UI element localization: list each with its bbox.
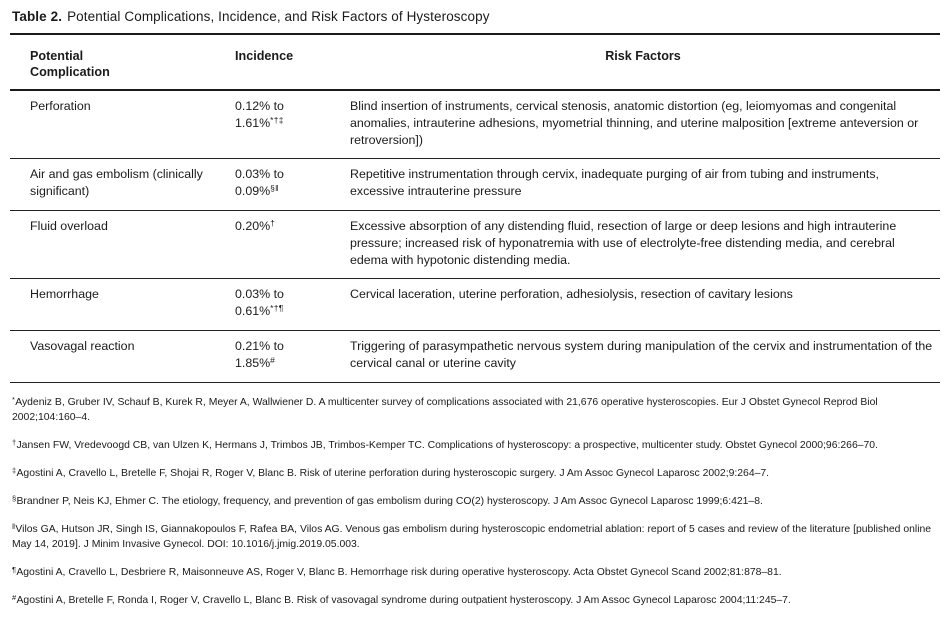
incidence-line: 0.03% to: [235, 167, 284, 181]
footnote: ‖Vilos GA, Hutson JR, Singh IS, Giannako…: [12, 521, 932, 551]
incidence-line: 0.21% to: [235, 339, 284, 353]
complication-cell: Perforation: [30, 99, 91, 113]
incidence-cell: 0.21% to 1.85%#: [235, 338, 350, 373]
complication-cell: Vasovagal reaction: [30, 339, 135, 353]
table-2-page: Table 2. Potential Complications, Inciden…: [10, 4, 940, 608]
footnote: #Agostini A, Bretelle F, Ronda I, Roger …: [12, 592, 791, 607]
complications-table: Potential Complication Incidence Risk Fa…: [10, 35, 940, 383]
table-row: Fluid overload 0.20%† Excessive absorption…: [10, 211, 940, 279]
risk-factors-cell: Cervical laceration, uterine perforation…: [350, 287, 793, 301]
footnote-marker: *: [12, 394, 16, 404]
footnote: §Brandner P, Neis KJ, Ehmer C. The etiol…: [12, 493, 763, 508]
footnote-marker: §: [12, 493, 17, 503]
risk-factors-cell: Repetitive instrumentation through cervi…: [350, 167, 879, 198]
complication-cell: Fluid overload: [30, 219, 108, 233]
incidence-cell: 0.03% to 0.09%§‖: [235, 166, 350, 201]
table-row: Hemorrhage 0.03% to 0.61%*†¶ Cervical lacer…: [10, 279, 940, 331]
footnote: *Aydeniz B, Gruber IV, Schauf B, Kurek R…: [12, 394, 878, 424]
incidence-footnote-marker: §‖: [270, 182, 279, 193]
risk-factors-cell: Triggering of parasympathetic nervous sy…: [350, 339, 933, 370]
incidence-line: 0.12% to: [235, 99, 284, 113]
incidence-line: 0.09%§‖: [235, 182, 279, 199]
incidence-footnote-marker: *†‡: [270, 114, 284, 125]
table-body: Perforation 0.12% to 1.61%*†‡ Blind inserti…: [10, 91, 940, 383]
footnote-marker: ¶: [12, 564, 17, 574]
incidence-cell: 0.03% to 0.61%*†¶: [235, 286, 350, 321]
footnote-marker: †: [12, 437, 17, 447]
table-row: Air and gas embolism (clinically signifi…: [10, 159, 940, 211]
complication-cell: Air and gas embolism (clinically signifi…: [30, 167, 203, 198]
incidence-cell: 0.20%†: [235, 218, 350, 236]
incidence-cell: 0.12% to 1.61%*†‡: [235, 98, 350, 133]
footnote: †Jansen FW, Vredevoogd CB, van Ulzen K, …: [12, 437, 878, 452]
footnote: ¶Agostini A, Cravello L, Desbriere R, Ma…: [12, 564, 782, 579]
risk-factors-cell: Blind insertion of instruments, cervical…: [350, 99, 919, 147]
table-row: Perforation 0.12% to 1.61%*†‡ Blind inserti…: [10, 91, 940, 159]
footnote-marker: ‡: [12, 465, 17, 475]
incidence-footnote-marker: *†¶: [270, 302, 284, 313]
incidence-line: 1.61%*†‡: [235, 114, 284, 131]
column-header-incidence: Incidence: [235, 49, 294, 63]
footnote-marker: ‖: [12, 521, 16, 531]
column-header-risk-factors: Risk Factors: [605, 49, 681, 63]
table-header-row: Potential Complication Incidence Risk Fa…: [10, 35, 940, 91]
incidence-footnote-marker: #: [270, 354, 276, 365]
footnote: ‡Agostini A, Cravello L, Bretelle F, Sho…: [12, 465, 770, 480]
incidence-line: 0.03% to: [235, 287, 284, 301]
incidence-line: 0.20%†: [235, 217, 276, 234]
table-row: Vasovagal reaction 0.21% to 1.85%# Triggeri…: [10, 331, 940, 383]
risk-factors-cell: Excessive absorption of any distending f…: [350, 219, 897, 267]
incidence-line: 1.85%#: [235, 354, 276, 371]
incidence-footnote-marker: †: [270, 217, 276, 228]
table-number-label: Table 2.: [12, 9, 63, 24]
column-header-potential-complication: Potential Complication: [30, 49, 110, 79]
complication-cell: Hemorrhage: [30, 287, 99, 301]
table-title-text: Potential Complications, Incidence, and …: [67, 9, 490, 24]
footnotes-section: *Aydeniz B, Gruber IV, Schauf B, Kurek R…: [10, 395, 940, 608]
table-title: Table 2. Potential Complications, Inciden…: [10, 4, 940, 35]
incidence-line: 0.61%*†¶: [235, 302, 284, 319]
footnote-marker: #: [12, 592, 17, 602]
